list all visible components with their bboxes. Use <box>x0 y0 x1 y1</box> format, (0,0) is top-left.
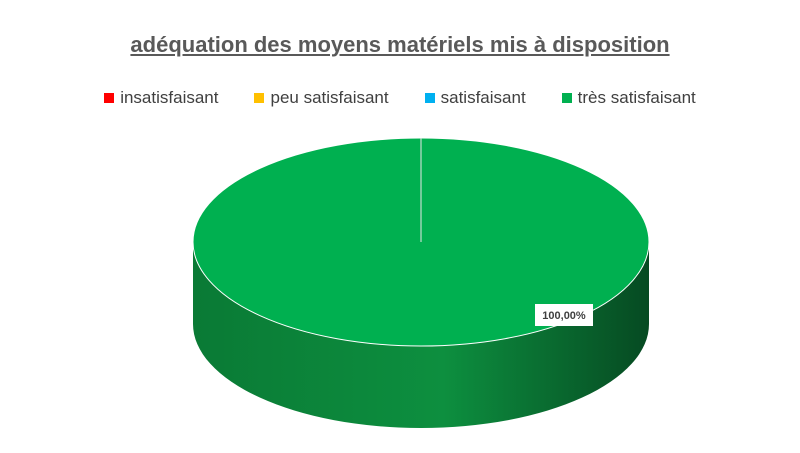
legend-label-peu-satisfaisant: peu satisfaisant <box>270 88 389 107</box>
legend-item-tres-satisfaisant: très satisfaisant <box>561 88 696 108</box>
data-label: 100,00% <box>535 304 593 326</box>
legend: insatisfaisant peu satisfaisant satisfai… <box>0 88 800 108</box>
legend-swatch-satisfaisant <box>424 93 435 103</box>
data-label-text: 100,00% <box>542 310 586 322</box>
chart-title: adéquation des moyens matériels mis à di… <box>130 32 670 57</box>
legend-swatch-peu-satisfaisant <box>254 93 265 103</box>
legend-swatch-tres-satisfaisant <box>561 93 572 103</box>
legend-label-insatisfaisant: insatisfaisant <box>120 88 219 107</box>
legend-label-tres-satisfaisant: très satisfaisant <box>577 88 696 107</box>
legend-item-peu-satisfaisant: peu satisfaisant <box>254 88 389 108</box>
legend-label-satisfaisant: satisfaisant <box>440 88 526 107</box>
legend-item-insatisfaisant: insatisfaisant <box>104 88 218 108</box>
data-label-box <box>535 304 593 326</box>
legend-item-satisfaisant: satisfaisant <box>424 88 526 108</box>
pie-side <box>193 242 649 428</box>
legend-swatch-insatisfaisant <box>104 93 115 103</box>
